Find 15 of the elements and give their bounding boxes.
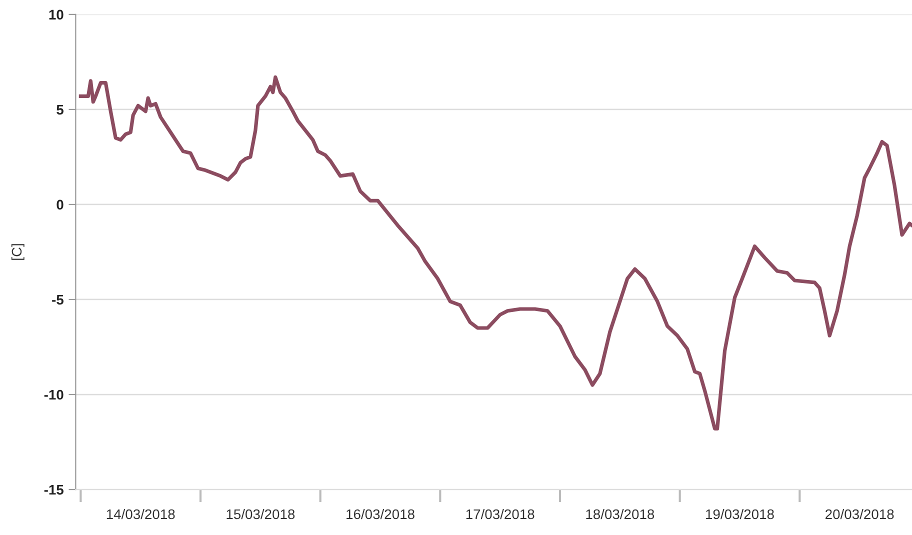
- y-tick-label: -15: [44, 485, 64, 495]
- y-axis-title: [C]: [11, 244, 24, 260]
- x-tick-label: 16/03/2018: [346, 508, 414, 520]
- x-tick-label: 15/03/2018: [226, 508, 295, 520]
- y-tick-label: 10: [49, 10, 64, 20]
- y-tick-label: 5: [56, 104, 64, 115]
- x-tick-label: 19/03/2018: [706, 508, 774, 520]
- x-tick-label: 14/03/2018: [106, 508, 175, 520]
- line-series: [78, 75, 912, 431]
- y-tick-label: 0: [56, 200, 64, 210]
- x-tick-label: 18/03/2018: [586, 508, 654, 520]
- x-tick-label: 17/03/2018: [466, 508, 534, 520]
- y-tick-label: -5: [52, 294, 64, 305]
- y-tick-label: -10: [44, 390, 64, 400]
- x-tick-label: 20/03/2018: [826, 508, 894, 520]
